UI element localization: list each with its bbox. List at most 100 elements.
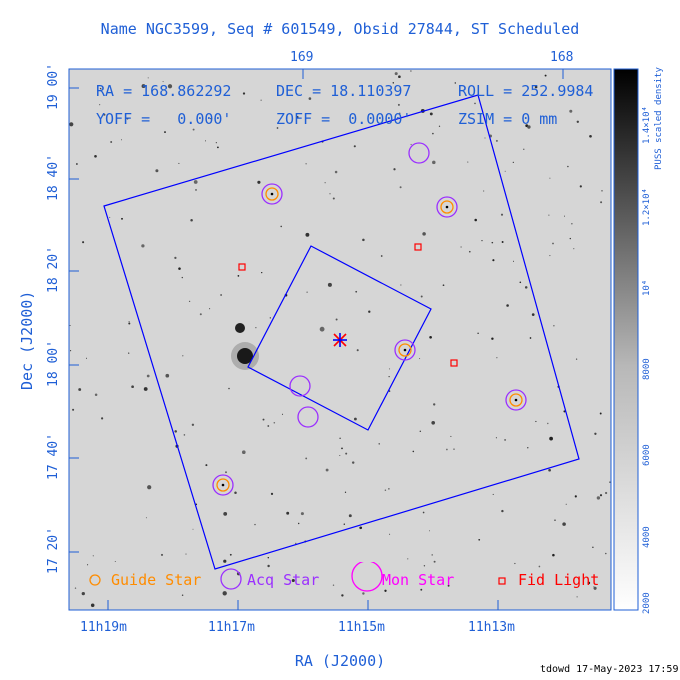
background-star [495, 437, 497, 439]
background-star [495, 139, 498, 142]
background-star [297, 522, 300, 525]
background-star [388, 376, 390, 378]
background-star [329, 193, 331, 195]
background-star [548, 468, 551, 472]
background-star [291, 578, 295, 583]
background-star [267, 556, 270, 559]
legend-fid-icon [498, 577, 506, 585]
background-star [183, 434, 186, 436]
zoff-value: ZOFF = 0.0000' [276, 110, 412, 128]
acq-star [212, 474, 234, 496]
galaxy-small [235, 323, 245, 333]
background-star [484, 137, 486, 139]
background-star [335, 318, 338, 321]
background-star [589, 134, 592, 138]
background-star [565, 503, 567, 505]
background-star [69, 122, 74, 127]
background-star [534, 85, 538, 89]
background-star [332, 197, 335, 200]
inner-field-polygon [247, 245, 432, 431]
background-star [199, 313, 202, 316]
background-star [512, 161, 514, 163]
background-star [353, 417, 357, 421]
background-star [131, 385, 134, 389]
background-star [167, 84, 173, 89]
colorbar-tick: 6000 [642, 444, 652, 466]
background-star [573, 248, 575, 250]
background-star [209, 308, 211, 310]
guide-star [509, 393, 523, 407]
bottom-tick-11h17m: 11h17m [208, 620, 255, 635]
colorbar-tick: 8000 [642, 358, 652, 380]
background-star [460, 246, 462, 248]
background-star [368, 113, 370, 116]
background-star [143, 387, 148, 391]
background-star [147, 77, 149, 79]
background-star [384, 489, 387, 491]
background-star [400, 284, 402, 286]
background-star [128, 321, 130, 323]
legend [89, 562, 506, 592]
background-star [523, 148, 525, 150]
background-star [359, 526, 363, 530]
background-star [190, 218, 193, 222]
background-star [92, 555, 94, 557]
background-star [446, 448, 448, 451]
background-star [504, 438, 507, 441]
background-star [141, 244, 145, 248]
background-star [343, 523, 345, 525]
fid-light [414, 243, 422, 251]
background-star [220, 294, 222, 296]
background-star [467, 161, 469, 163]
background-star [576, 596, 578, 598]
background-star [356, 349, 359, 352]
background-star [103, 113, 106, 116]
ra-value: RA = 168.862292 [96, 82, 232, 100]
background-star [410, 143, 412, 146]
background-star [101, 417, 104, 420]
background-star [599, 494, 603, 497]
background-star [327, 282, 332, 287]
background-star [477, 332, 479, 334]
legend-mon-label: Mon Star [382, 571, 455, 589]
background-star [388, 368, 391, 370]
colorbar-tick: 1.2×10⁴ [642, 188, 652, 226]
background-star [128, 352, 130, 354]
background-star [305, 163, 307, 165]
background-star [86, 357, 87, 359]
background-star [69, 324, 71, 327]
background-star [267, 425, 270, 427]
background-star [468, 250, 471, 253]
background-star [185, 553, 187, 555]
background-star [178, 267, 181, 270]
legend-mon-icon [351, 562, 383, 592]
background-star [257, 180, 261, 184]
acq-star [505, 389, 527, 411]
background-star [454, 82, 457, 84]
background-star [422, 511, 425, 514]
background-star [579, 185, 582, 188]
background-star [389, 533, 391, 535]
background-star [223, 512, 228, 516]
background-star [254, 523, 256, 526]
background-star [273, 422, 276, 424]
background-star [549, 436, 553, 441]
background-star [351, 461, 355, 464]
background-star [234, 491, 237, 494]
background-star [128, 322, 131, 325]
background-star [474, 102, 476, 105]
left-tick-18-40: 18 40' [46, 154, 61, 201]
background-star [87, 564, 89, 566]
y-axis-label: Dec (J2000) [18, 290, 36, 390]
background-star [609, 481, 611, 483]
background-star [393, 168, 396, 171]
background-star [94, 154, 97, 158]
background-star [181, 594, 184, 597]
galaxy-ngc3599 [237, 348, 253, 364]
left-tick-18-00: 18 00' [46, 340, 61, 387]
background-star [538, 565, 541, 568]
background-star [110, 141, 113, 143]
background-star [392, 82, 395, 84]
acq-stars [212, 142, 527, 496]
bottom-tick-11h19m: 11h19m [80, 620, 127, 635]
